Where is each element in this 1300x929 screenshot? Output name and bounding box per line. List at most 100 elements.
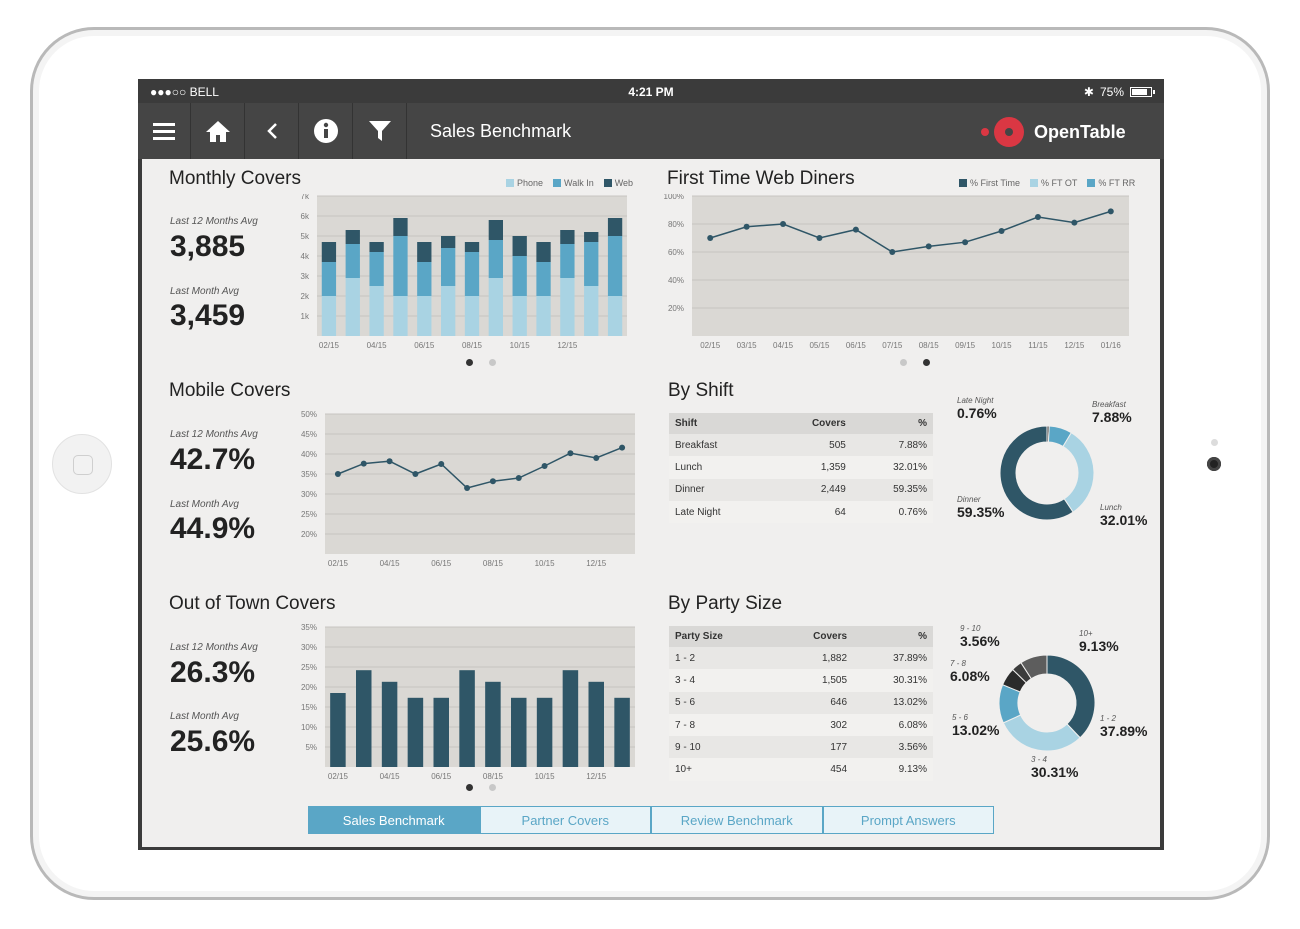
carrier-label: ●●●○○ BELL xyxy=(150,85,219,99)
bar-segment xyxy=(584,286,599,336)
brand-name: OpenTable xyxy=(1034,121,1126,142)
x-tick-label: 09/15 xyxy=(955,341,976,350)
bar-segment xyxy=(345,244,360,278)
menu-icon xyxy=(153,123,175,140)
table-header-row: Party Size Covers % xyxy=(669,626,933,647)
page-dot[interactable] xyxy=(923,359,930,366)
tab-prompt-answers[interactable]: Prompt Answers xyxy=(822,806,994,834)
cell: Lunch xyxy=(669,456,771,479)
x-tick-label: 02/15 xyxy=(319,341,340,350)
bar xyxy=(356,670,372,767)
party-donut-chart xyxy=(998,654,1096,752)
x-tick-label: 08/15 xyxy=(483,559,504,568)
data-point xyxy=(515,475,522,481)
y-tick-label: 45% xyxy=(301,430,317,439)
tab-partner-covers[interactable]: Partner Covers xyxy=(479,806,651,834)
y-tick-label: 100% xyxy=(664,194,684,201)
y-tick-label: 60% xyxy=(668,248,684,257)
by-party-title: By Party Size xyxy=(668,593,783,614)
page-dot[interactable] xyxy=(466,359,473,366)
data-point xyxy=(816,235,823,241)
data-point xyxy=(412,471,419,477)
stat-value: 3,885 xyxy=(170,230,246,263)
menu-button[interactable] xyxy=(138,103,191,159)
filter-button[interactable] xyxy=(354,103,407,159)
data-point xyxy=(438,461,445,467)
legend-item: % FT OT xyxy=(1030,178,1077,188)
y-tick-label: 6k xyxy=(301,212,310,221)
y-tick-label: 40% xyxy=(301,450,317,459)
bar xyxy=(588,681,604,767)
cell: 64 xyxy=(770,500,852,524)
ftwd-legend: % First Time % FT OT % FT RR xyxy=(959,178,1135,188)
x-tick-label: 10/15 xyxy=(535,772,556,781)
tab-sales-benchmark[interactable]: Sales Benchmark xyxy=(308,806,480,834)
bar xyxy=(511,697,527,767)
page-dot[interactable] xyxy=(489,359,496,366)
bar-segment xyxy=(441,236,456,248)
bar-segment xyxy=(488,278,503,336)
data-point xyxy=(743,223,750,230)
camera-icon xyxy=(1207,457,1221,471)
monthly-pager[interactable] xyxy=(466,359,496,366)
monthly-legend: Phone Walk In Web xyxy=(506,178,633,188)
cell: 6.08% xyxy=(853,713,933,737)
table-row: 9 - 10 177 3.56% xyxy=(669,736,933,759)
bar-segment xyxy=(321,262,337,296)
page-dot[interactable] xyxy=(466,784,473,791)
page-dot[interactable] xyxy=(489,784,496,791)
legend-item: Phone xyxy=(506,178,543,188)
legend-item: % FT RR xyxy=(1087,178,1135,188)
ftwd-title: First Time Web Diners xyxy=(667,168,855,189)
x-tick-label: 04/15 xyxy=(380,772,401,781)
donut-slice xyxy=(1020,654,1048,680)
x-tick-label: 06/15 xyxy=(431,559,452,568)
bar-segment xyxy=(321,242,337,262)
bar-segment xyxy=(321,296,337,336)
bar xyxy=(562,670,579,767)
x-tick-label: 04/15 xyxy=(367,341,388,350)
cell: 5 - 6 xyxy=(669,691,774,714)
cell: Breakfast xyxy=(669,434,771,457)
cell: 7.88% xyxy=(851,434,933,457)
data-point xyxy=(780,221,787,227)
data-point xyxy=(998,228,1005,234)
tab-review-benchmark[interactable]: Review Benchmark xyxy=(651,806,823,834)
cell: 2,449 xyxy=(770,478,852,501)
donut-label-3-4: 3 - 4 30.31% xyxy=(1031,755,1079,780)
cell: 32.01% xyxy=(851,456,933,479)
device-home-button[interactable] xyxy=(52,434,112,494)
ftwd-pager[interactable] xyxy=(900,359,930,366)
table-row: Late Night 64 0.76% xyxy=(669,500,933,524)
home-button[interactable] xyxy=(192,103,245,159)
bar-segment xyxy=(607,236,623,296)
page-dot[interactable] xyxy=(900,359,907,366)
y-tick-label: 1k xyxy=(301,312,310,321)
donut-label-9-10: 9 - 10 3.56% xyxy=(960,624,1000,649)
info-button[interactable] xyxy=(300,103,353,159)
y-tick-label: 7k xyxy=(301,194,310,201)
cell: Late Night xyxy=(669,500,771,524)
opentable-logo-icon xyxy=(981,117,1024,147)
bar-segment xyxy=(464,296,480,336)
x-tick-label: 04/15 xyxy=(380,559,401,568)
bar-segment xyxy=(464,252,480,296)
monthly-covers-title: Monthly Covers xyxy=(169,168,301,189)
cell: 7 - 8 xyxy=(669,713,774,737)
x-tick-label: 07/15 xyxy=(882,341,903,350)
x-tick-label: 08/15 xyxy=(919,341,940,350)
back-button[interactable] xyxy=(246,103,299,159)
donut-slice xyxy=(999,425,1074,521)
bar-segment xyxy=(369,242,384,252)
table-row: Dinner 2,449 59.35% xyxy=(669,478,933,501)
col-header: Shift xyxy=(669,413,771,434)
cell: 1,359 xyxy=(770,456,852,479)
x-tick-label: 11/15 xyxy=(1028,341,1048,350)
y-tick-label: 20% xyxy=(668,304,684,313)
nav-bar: Sales Benchmark OpenTable xyxy=(138,103,1164,159)
stat-label: Last Month Avg xyxy=(170,286,239,297)
x-tick-label: 05/15 xyxy=(809,341,830,350)
x-tick-label: 06/15 xyxy=(431,772,452,781)
x-tick-label: 02/15 xyxy=(328,559,349,568)
oot-pager[interactable] xyxy=(466,784,496,791)
